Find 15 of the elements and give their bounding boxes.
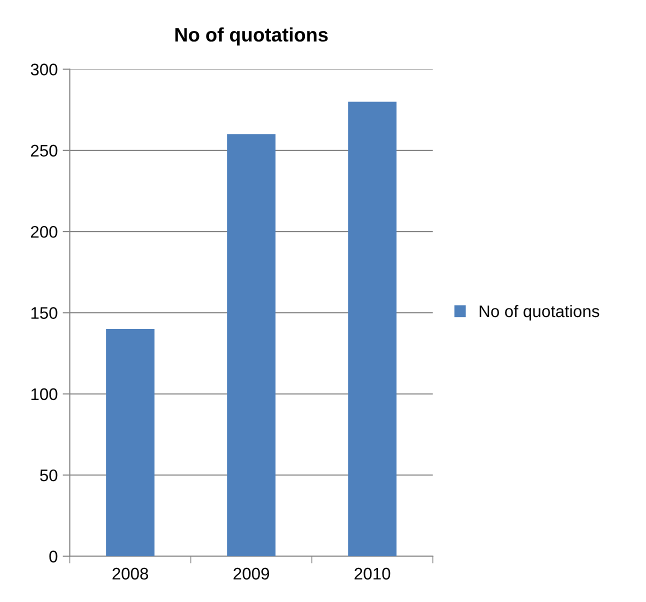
x-tick-label: 2008	[112, 568, 148, 580]
chart-title: No of quotations	[175, 27, 328, 46]
bar	[348, 102, 397, 556]
bar	[106, 328, 154, 556]
legend-label: No of quotations	[480, 304, 600, 321]
y-tick-label: 50	[40, 469, 58, 482]
x-tick-label: 2010	[354, 568, 390, 580]
y-tick-label: 0	[49, 550, 58, 562]
y-tick-label: 300	[30, 64, 58, 76]
y-tick-label: 200	[30, 226, 58, 238]
x-tick-label: 2009	[234, 568, 270, 580]
y-tick-label: 100	[31, 388, 58, 400]
bar	[227, 134, 276, 556]
y-tick-label: 150	[31, 307, 58, 319]
y-tick-label: 250	[30, 144, 58, 157]
